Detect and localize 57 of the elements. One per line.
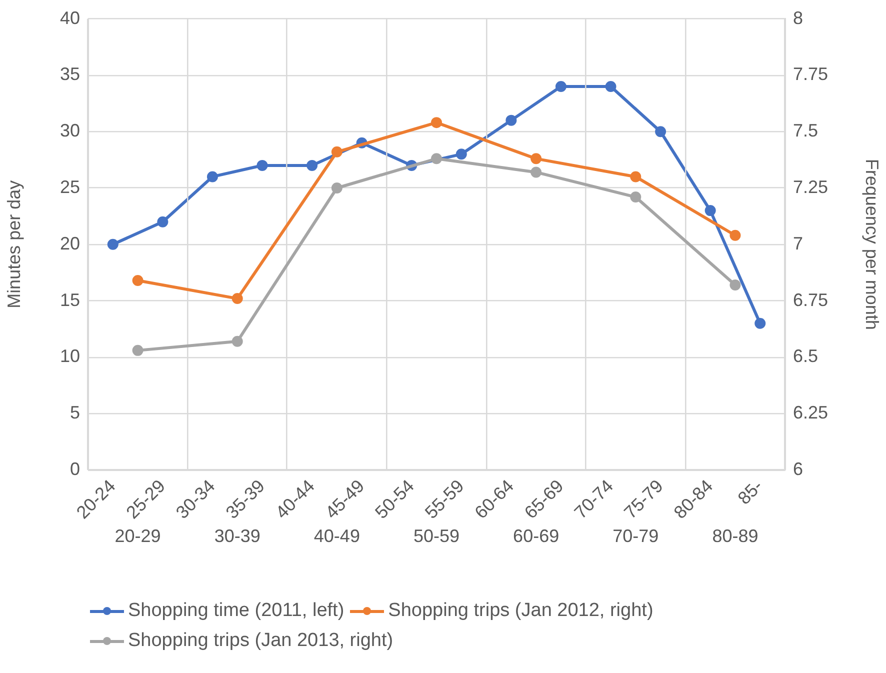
point xyxy=(256,160,268,171)
point xyxy=(232,336,243,347)
point xyxy=(232,293,243,304)
y-tick-label: 10 xyxy=(60,346,80,366)
point xyxy=(630,171,642,182)
x-tick-label: 85- xyxy=(734,476,766,508)
y2-axis-title: Frequency per month xyxy=(862,158,882,330)
x-tick-label: 30-39 xyxy=(214,526,260,546)
y-tick-label: 35 xyxy=(60,64,80,84)
point xyxy=(331,146,342,158)
y2-tick-label: 6 xyxy=(793,458,804,479)
y2-tick-label: 8 xyxy=(793,8,804,28)
y-tick-label: 5 xyxy=(70,402,80,423)
point xyxy=(530,166,542,178)
point xyxy=(605,80,616,92)
x-tick-label: 40-49 xyxy=(314,526,360,546)
y2-tick-label: 7.25 xyxy=(793,176,828,197)
point xyxy=(206,171,218,182)
y-tick-label: 30 xyxy=(60,120,80,141)
y-tick-label: 0 xyxy=(70,458,80,479)
point xyxy=(132,344,144,356)
y2-tick-label: 7.5 xyxy=(793,120,818,141)
y2-tick-label: 7.75 xyxy=(793,64,828,84)
point xyxy=(655,126,666,138)
x-tick-label: 50-59 xyxy=(413,526,460,546)
point xyxy=(456,148,467,160)
point xyxy=(704,205,716,216)
legend-label: Shopping time (2011, left) xyxy=(128,600,344,622)
point xyxy=(331,182,342,194)
point xyxy=(132,274,144,286)
legend-label: Shopping trips (Jan 2012, right) xyxy=(388,600,654,622)
point xyxy=(431,153,442,164)
y-tick-label: 25 xyxy=(60,176,80,197)
point xyxy=(107,238,118,250)
y2-tick-label: 7 xyxy=(793,233,804,254)
y-axis-title: Minutes per day xyxy=(4,180,24,308)
y-tick-label: 40 xyxy=(60,8,80,28)
x-tick-label: 70-79 xyxy=(612,526,659,546)
point xyxy=(730,280,741,291)
point xyxy=(630,192,642,203)
point xyxy=(306,160,318,171)
point xyxy=(530,153,542,164)
y2-tick-label: 6.75 xyxy=(793,290,828,310)
x-tick-label: 20-29 xyxy=(114,526,161,546)
point xyxy=(431,117,442,128)
point xyxy=(754,318,766,329)
point xyxy=(506,114,517,126)
y-tick-label: 15 xyxy=(60,290,80,310)
y2-tick-label: 6.5 xyxy=(793,346,818,366)
x-tick-label: 60-69 xyxy=(513,526,560,546)
x-tick-label: 80-89 xyxy=(712,526,758,546)
point xyxy=(730,230,741,241)
y2-tick-label: 6.25 xyxy=(793,402,828,423)
point xyxy=(157,216,168,228)
legend-label: Shopping trips (Jan 2013, right) xyxy=(128,630,394,652)
point xyxy=(555,80,566,92)
y-tick-label: 20 xyxy=(60,233,80,254)
